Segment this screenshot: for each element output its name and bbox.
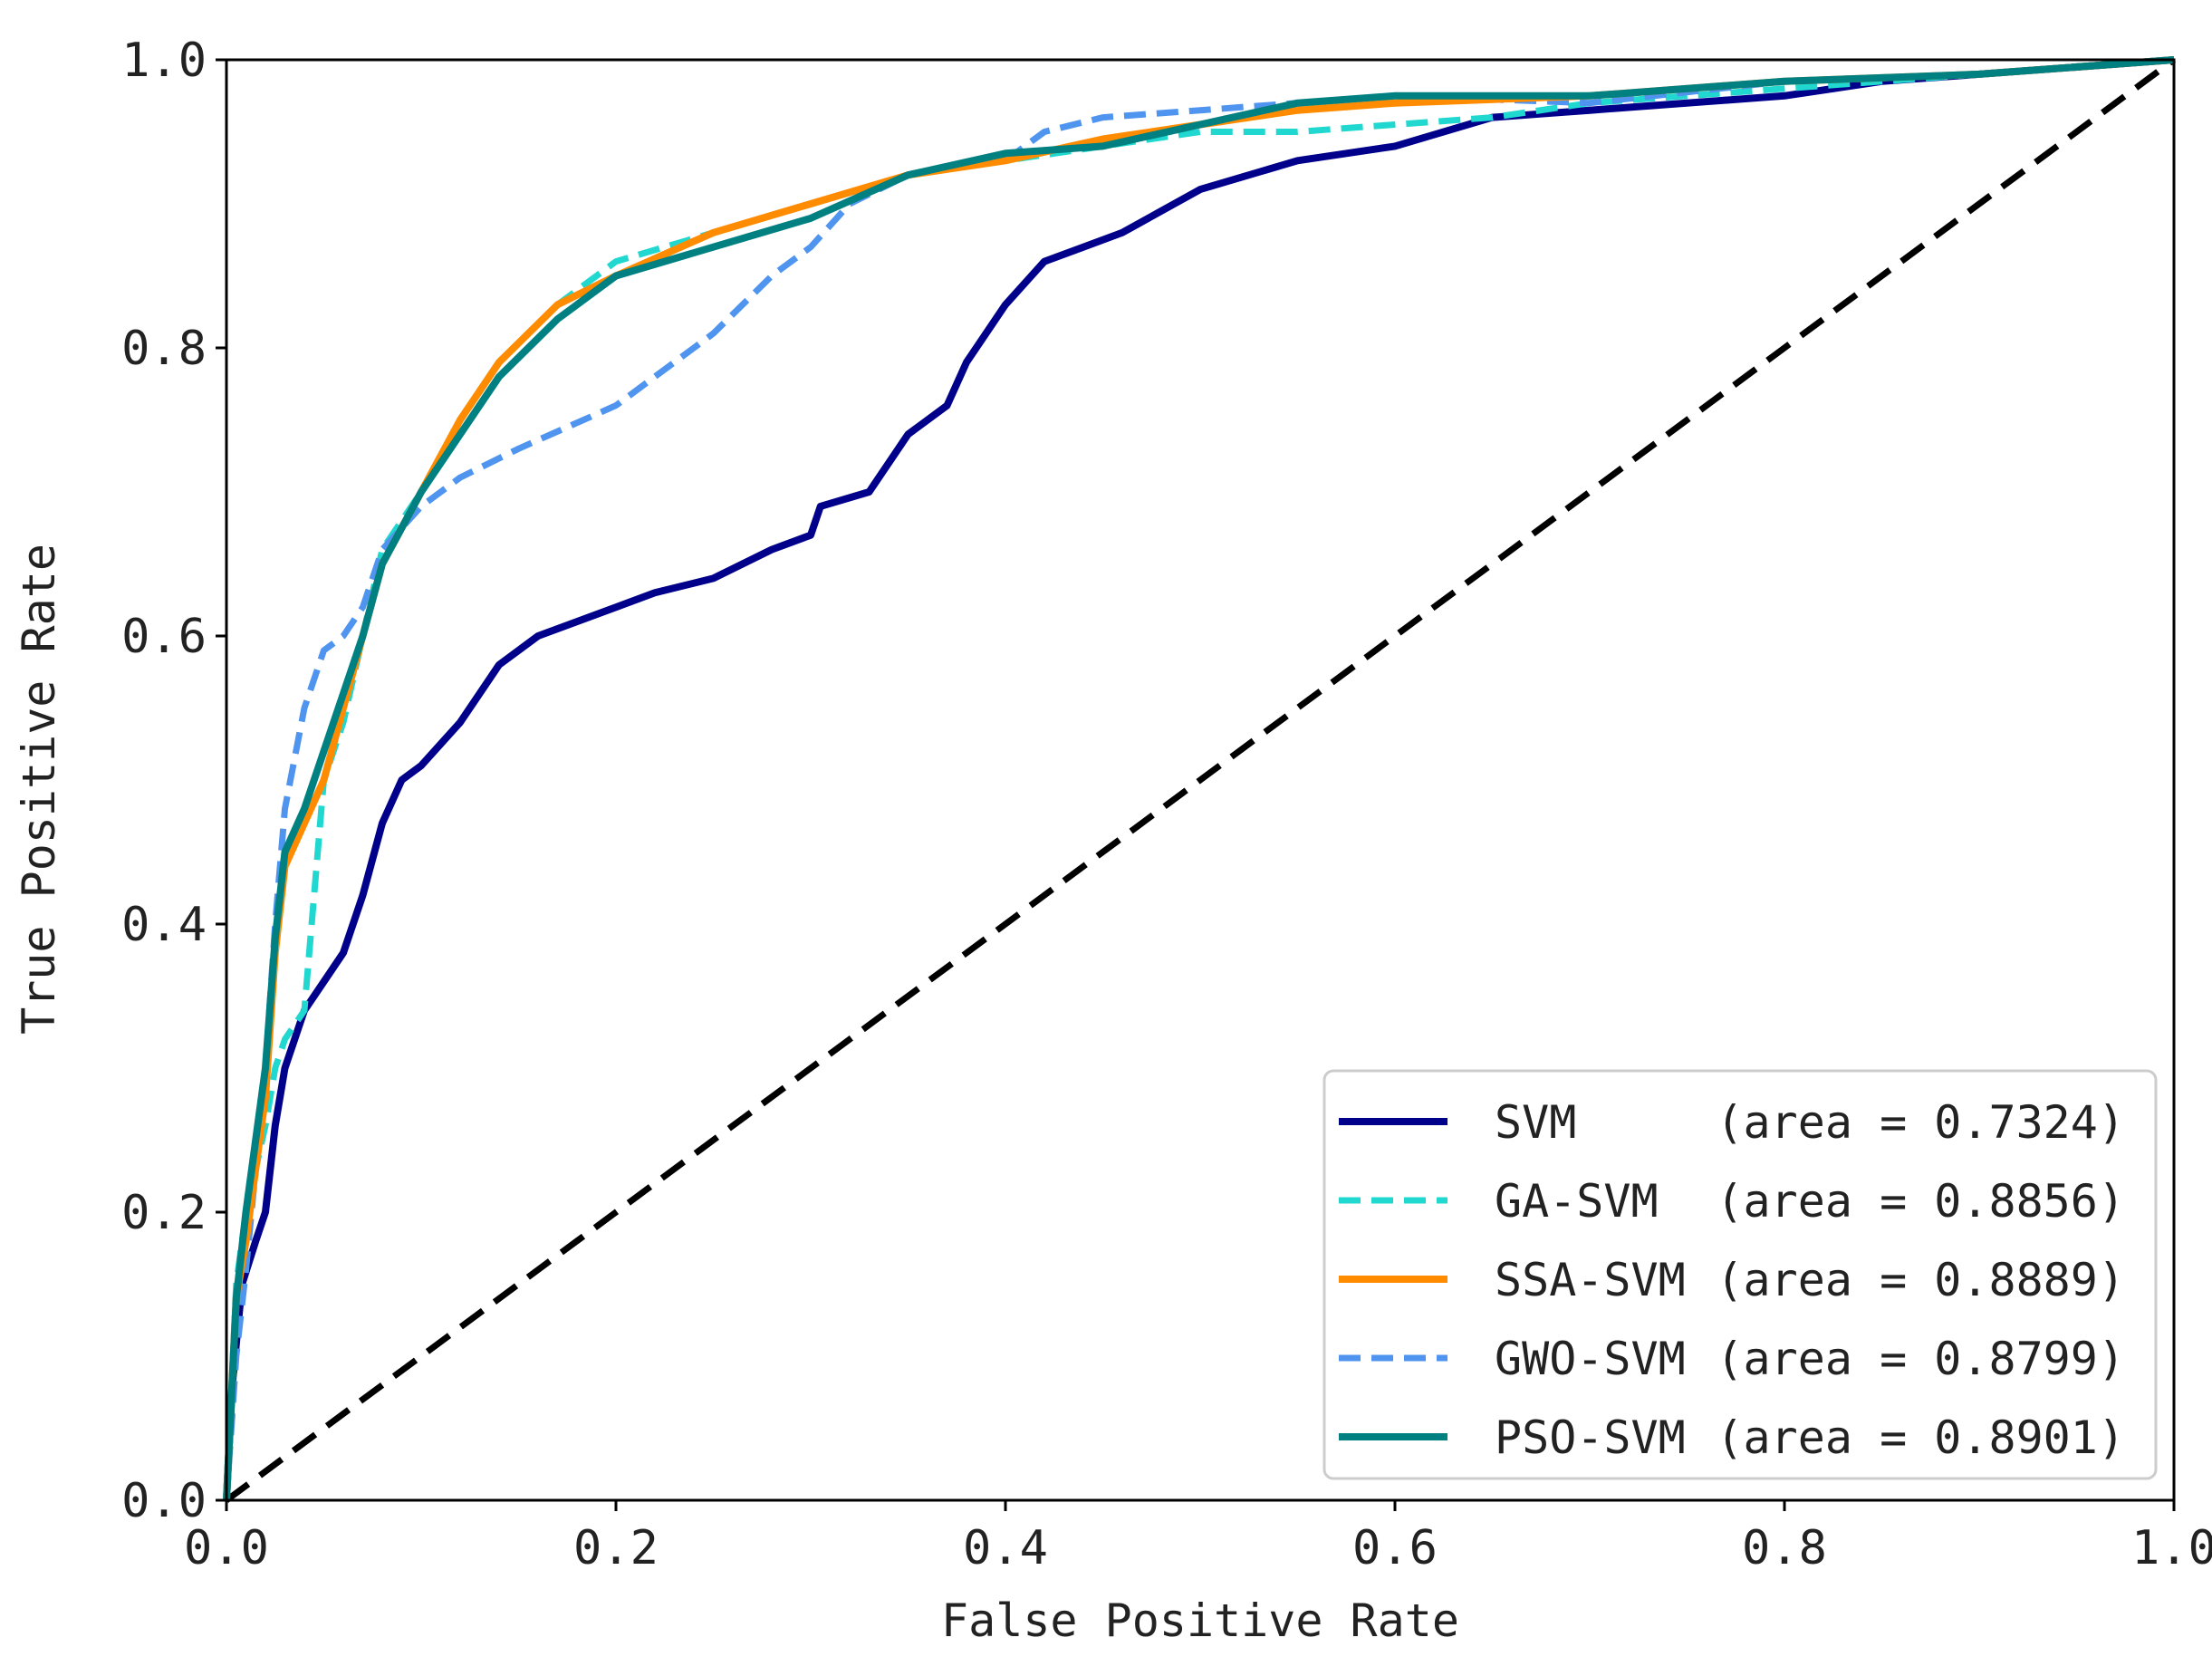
diagonal-chance-line [224,57,2177,1503]
legend-series-name: SVM [1495,1096,1576,1149]
plot-lines [223,56,2177,1503]
legend-series-name: PSO-SVM [1495,1411,1686,1464]
legend: SVM (area = 0.7324) GA-SVM (area = 0.8856) S… [1322,1069,2158,1480]
legend-area-value: (area = 0.7324) [1716,1096,2125,1149]
y-tick-label: 0.2 [121,1186,207,1240]
plot-frame [225,58,2176,1502]
legend-box [1322,1069,2158,1480]
x-tick-label: 0.2 [573,1521,659,1575]
x-tick-label: 0.6 [1352,1521,1438,1575]
x-tick-label: 1.0 [2131,1521,2212,1575]
series-line-pso-svm [223,56,2175,1501]
x-axis-label: False Positive Rate [941,1594,1459,1647]
legend-series-name: GA-SVM [1495,1175,1659,1228]
legend-area-value: (area = 0.8889) [1716,1254,2125,1306]
y-tick-label: 0.4 [121,898,207,952]
legend-series-name: GWO-SVM [1495,1333,1686,1385]
y-tick-label: 0.8 [121,322,207,376]
y-axis-label: True Positive Rate [13,544,65,1035]
series-line-svm [223,56,2175,1501]
x-tick-label: 0.4 [963,1521,1048,1575]
x-tick-label: 0.0 [184,1521,269,1575]
legend-area-value: (area = 0.8856) [1716,1175,2125,1228]
y-tick-label: 1.0 [121,34,207,88]
axis-ticks: 0.0 0.2 0.4 0.6 0.8 1.0 0.0 0.2 0.4 0.6 0.8 1.0 [121,34,2212,1575]
legend-series-name: SSA-SVM [1495,1254,1686,1306]
legend-area-value: (area = 0.8901) [1716,1411,2125,1464]
y-tick-label: 0.0 [121,1474,207,1528]
x-tick-label: 0.8 [1742,1521,1827,1575]
y-tick-label: 0.6 [121,610,207,664]
legend-area-value: (area = 0.8799) [1716,1333,2125,1385]
